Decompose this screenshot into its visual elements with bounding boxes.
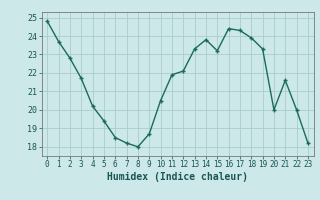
X-axis label: Humidex (Indice chaleur): Humidex (Indice chaleur): [107, 172, 248, 182]
